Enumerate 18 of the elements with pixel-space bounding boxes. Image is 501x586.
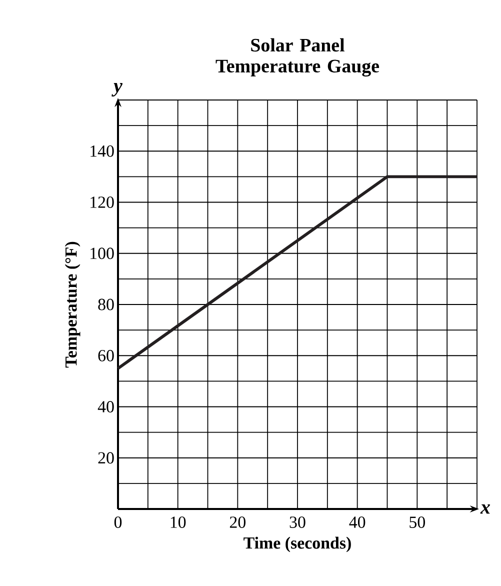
y-tick-label: 60 xyxy=(98,350,114,362)
chart-title: Solar Panel Temperature Gauge xyxy=(216,38,380,76)
y-tick-label: 80 xyxy=(98,298,114,310)
x-tick-label: 0 xyxy=(114,516,122,528)
y-axis-title: Temperature (°F) xyxy=(64,242,80,368)
y-tick-label: 40 xyxy=(98,401,114,412)
y-tick-label: 140 xyxy=(90,145,114,157)
x-tick-label: 50 xyxy=(410,516,425,528)
y-tick-label: 120 xyxy=(90,196,114,208)
y-tick-label: 100 xyxy=(90,248,114,260)
y-tick-label: 20 xyxy=(98,452,114,464)
x-tick-label: 30 xyxy=(290,516,306,528)
x-tick-label: 20 xyxy=(230,516,246,528)
text: x xyxy=(480,504,490,514)
x-tick-label: 40 xyxy=(349,516,366,528)
text: y xyxy=(112,83,122,96)
x-axis-title: Time (seconds) xyxy=(244,536,351,552)
x-tick-label: 10 xyxy=(170,516,186,528)
